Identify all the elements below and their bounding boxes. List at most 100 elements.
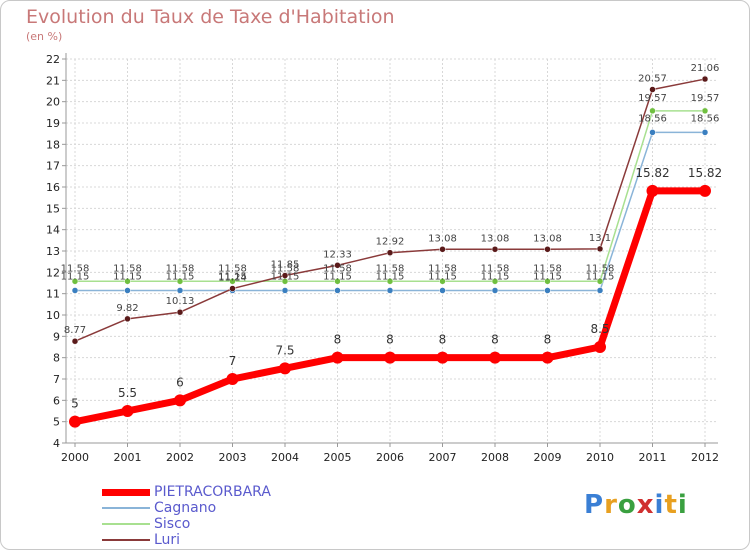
data-point-cagnano bbox=[544, 287, 551, 294]
data-label-pietracorbara: 8.5 bbox=[590, 322, 609, 336]
data-point-cagnano bbox=[71, 287, 79, 294]
legend-swatch bbox=[102, 488, 150, 496]
logo-letter: r bbox=[604, 490, 618, 520]
data-label-cagnano: 11.15 bbox=[533, 271, 562, 282]
data-label-cagnano: 11.15 bbox=[113, 271, 142, 282]
x-tick-label: 2004 bbox=[271, 451, 299, 464]
data-point-luri bbox=[596, 245, 604, 253]
data-label-sisco: 19.57 bbox=[638, 93, 667, 104]
data-label-sisco: 11.58 bbox=[376, 263, 405, 274]
data-point-cagnano bbox=[596, 287, 604, 294]
legend-swatch bbox=[102, 523, 150, 525]
chart-unit-label: (en %) bbox=[26, 30, 63, 43]
legend-swatch bbox=[102, 507, 150, 509]
logo-letter: x bbox=[636, 490, 655, 520]
data-point-pietracorbara bbox=[646, 184, 659, 197]
data-label-luri: 8.77 bbox=[64, 325, 86, 336]
y-tick-label: 22 bbox=[46, 53, 60, 66]
data-label-pietracorbara: 5 bbox=[71, 397, 79, 411]
y-tick-label: 10 bbox=[46, 309, 60, 322]
data-label-sisco: 11.58 bbox=[586, 263, 615, 274]
data-label-sisco: 11.58 bbox=[61, 263, 90, 274]
chart-legend: PIETRACORBARA Cagnano Sisco Luri bbox=[102, 484, 271, 548]
data-label-luri: 12.33 bbox=[323, 249, 352, 260]
data-point-luri bbox=[281, 272, 289, 279]
data-point-luri bbox=[71, 337, 79, 345]
logo-letter: i bbox=[677, 490, 688, 520]
legend-item-luri: Luri bbox=[102, 532, 271, 548]
data-label-cagnano: 11.15 bbox=[166, 271, 195, 282]
data-point-luri bbox=[491, 246, 499, 253]
data-point-luri bbox=[386, 249, 394, 256]
x-tick-label: 2011 bbox=[639, 451, 667, 464]
data-point-sisco bbox=[439, 278, 446, 285]
data-label-cagnano: 11.15 bbox=[481, 271, 510, 282]
data-point-pietracorbara bbox=[69, 415, 81, 428]
data-label-luri: 13.1 bbox=[589, 233, 611, 244]
data-label-sisco: 11.58 bbox=[533, 263, 562, 274]
data-point-pietracorbara bbox=[331, 351, 344, 364]
data-point-cagnano bbox=[386, 287, 394, 294]
logo-letter: t bbox=[664, 490, 678, 520]
data-point-pietracorbara bbox=[541, 351, 554, 364]
data-point-cagnano bbox=[334, 287, 341, 294]
x-tick-label: 2007 bbox=[429, 451, 457, 464]
data-label-pietracorbara: 7.5 bbox=[275, 343, 294, 357]
data-label-luri: 20.57 bbox=[638, 74, 667, 85]
data-point-sisco bbox=[596, 278, 604, 285]
legend-label: Luri bbox=[154, 532, 181, 548]
data-label-cagnano: 11.15 bbox=[428, 271, 457, 282]
y-tick-label: 13 bbox=[46, 245, 60, 258]
y-tick-label: 8 bbox=[53, 352, 60, 365]
chart-title: Evolution du Taux de Taxe d'Habitation bbox=[26, 6, 395, 28]
data-point-cagnano bbox=[649, 129, 656, 136]
legend-label: PIETRACORBARA bbox=[154, 484, 271, 500]
y-tick-label: 16 bbox=[46, 181, 60, 194]
data-label-pietracorbara: 5.5 bbox=[118, 386, 137, 400]
data-point-pietracorbara bbox=[594, 341, 606, 353]
x-tick-label: 2006 bbox=[376, 451, 404, 464]
x-tick-label: 2000 bbox=[61, 451, 89, 464]
data-point-sisco bbox=[124, 278, 131, 285]
y-tick-label: 9 bbox=[53, 330, 60, 343]
data-label-sisco: 11.58 bbox=[481, 263, 510, 274]
data-label-luri: 11.24 bbox=[218, 273, 247, 284]
x-tick-label: 2003 bbox=[219, 451, 247, 464]
legend-label: Sisco bbox=[154, 516, 191, 532]
legend-item-sisco: Sisco bbox=[102, 516, 271, 532]
y-tick-label: 15 bbox=[46, 202, 60, 215]
data-label-luri: 13.08 bbox=[533, 233, 562, 244]
y-tick-label: 7 bbox=[53, 373, 60, 386]
data-point-sisco bbox=[701, 107, 709, 115]
x-tick-label: 2002 bbox=[166, 451, 194, 464]
data-point-sisco bbox=[386, 278, 394, 285]
y-tick-label: 4 bbox=[53, 437, 60, 450]
data-label-pietracorbara: 7 bbox=[229, 354, 237, 368]
y-tick-label: 6 bbox=[53, 394, 60, 407]
data-point-cagnano bbox=[491, 287, 499, 294]
x-tick-label: 2012 bbox=[691, 451, 719, 464]
data-point-luri bbox=[124, 315, 131, 323]
data-label-sisco: 11.58 bbox=[323, 263, 352, 274]
x-tick-label: 2005 bbox=[324, 451, 352, 464]
data-label-cagnano: 18.56 bbox=[691, 113, 720, 124]
data-label-cagnano: 11.15 bbox=[218, 271, 247, 282]
data-label-sisco: 11.58 bbox=[166, 263, 195, 274]
data-label-pietracorbara: 15.82 bbox=[688, 166, 722, 180]
data-label-luri: 13.08 bbox=[428, 233, 457, 244]
data-label-sisco: 11.58 bbox=[113, 263, 142, 274]
data-point-luri bbox=[701, 75, 709, 83]
data-point-sisco bbox=[71, 278, 79, 285]
data-point-cagnano bbox=[439, 287, 446, 294]
data-label-pietracorbara: 8 bbox=[334, 333, 342, 347]
data-label-pietracorbara: 8 bbox=[439, 333, 447, 347]
data-label-pietracorbara: 6 bbox=[176, 375, 184, 389]
legend-label: Cagnano bbox=[154, 500, 217, 516]
data-point-luri bbox=[229, 285, 236, 292]
data-point-sisco bbox=[491, 278, 499, 285]
x-tick-label: 2001 bbox=[114, 451, 142, 464]
data-point-pietracorbara bbox=[121, 405, 134, 417]
proxiti-logo: Proxiti bbox=[584, 490, 688, 520]
data-point-pietracorbara bbox=[279, 362, 291, 375]
legend-item-pietracorbara: PIETRACORBARA bbox=[102, 484, 271, 500]
